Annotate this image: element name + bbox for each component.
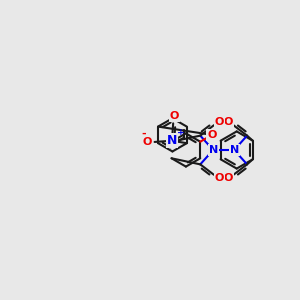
Text: N: N: [208, 145, 218, 155]
Text: +: +: [177, 128, 185, 137]
Text: N: N: [230, 145, 239, 155]
Text: O: O: [223, 173, 233, 183]
Text: O: O: [215, 173, 224, 183]
Text: O: O: [215, 117, 224, 127]
Text: O: O: [170, 111, 179, 122]
Text: O: O: [207, 130, 217, 140]
Text: -: -: [142, 129, 146, 139]
Text: O: O: [223, 117, 233, 127]
Text: O: O: [143, 137, 152, 147]
Text: N: N: [167, 134, 177, 147]
